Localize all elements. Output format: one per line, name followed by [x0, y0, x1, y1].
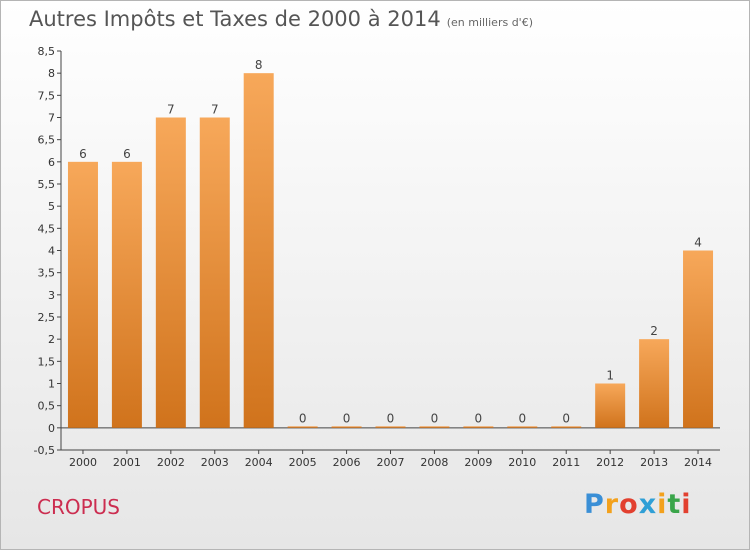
x-tick-label-2007: 2007: [377, 456, 405, 469]
y-tick-label: 2,5: [38, 311, 56, 324]
x-tick-label-2006: 2006: [333, 456, 361, 469]
x-tick-label-2001: 2001: [113, 456, 141, 469]
x-tick-label-2000: 2000: [69, 456, 97, 469]
logo-letter: t: [667, 489, 682, 520]
chart-title-text: Autres Impôts et Taxes de 2000 à 2014: [29, 7, 441, 31]
logo-letter: x: [638, 489, 658, 520]
x-tick-label-2003: 2003: [201, 456, 229, 469]
y-tick-label: 8,5: [38, 45, 56, 58]
data-label-2006: 0: [343, 411, 351, 425]
data-label-2011: 0: [562, 411, 570, 425]
bar-2013: [639, 339, 670, 428]
data-label-2007: 0: [387, 411, 395, 425]
bar-2000: [67, 161, 98, 428]
x-tick-label-2002: 2002: [157, 456, 185, 469]
chart-title: Autres Impôts et Taxes de 2000 à 2014 (en…: [29, 7, 533, 31]
x-tick-label-2011: 2011: [552, 456, 580, 469]
bar-2002: [155, 117, 186, 428]
x-tick-label-2012: 2012: [596, 456, 624, 469]
data-label-2004: 8: [255, 58, 263, 72]
y-tick-label: 2: [48, 333, 55, 346]
data-label-2014: 4: [694, 236, 702, 250]
commune-name: CROPUS: [37, 495, 120, 519]
y-tick-label: 7: [48, 112, 55, 125]
chart-unit: (en milliers d'€): [446, 16, 533, 29]
logo-letter: i: [657, 489, 668, 520]
data-label-2000: 6: [79, 147, 87, 161]
bar-2005: [287, 426, 318, 428]
x-tick-label-2014: 2014: [684, 456, 712, 469]
y-tick-label: 8: [48, 67, 55, 80]
bar-2008: [419, 426, 450, 428]
y-tick-label: 1: [48, 378, 55, 391]
y-tick-label: 1,5: [38, 355, 56, 368]
bar-2004: [243, 73, 274, 428]
y-tick-label: 7,5: [38, 89, 56, 102]
x-tick-label-2010: 2010: [508, 456, 536, 469]
bar-2009: [463, 426, 494, 428]
x-tick-label-2009: 2009: [464, 456, 492, 469]
data-label-2010: 0: [518, 411, 526, 425]
y-tick-label: 4,5: [38, 222, 56, 235]
bar-2010: [507, 426, 538, 428]
bar-2012: [595, 383, 626, 428]
bar-2001: [111, 161, 142, 428]
data-label-2009: 0: [475, 411, 483, 425]
proxiti-logo: Proxiti: [584, 489, 692, 520]
logo-letter: r: [604, 489, 620, 520]
data-label-2002: 7: [167, 103, 175, 117]
data-label-2001: 6: [123, 147, 131, 161]
x-tick-label-2013: 2013: [640, 456, 668, 469]
logo-letter: P: [584, 489, 605, 520]
logo-letter: o: [619, 489, 639, 520]
data-label-2012: 1: [606, 369, 614, 383]
logo-letter: i: [681, 489, 692, 520]
bar-2011: [551, 426, 582, 428]
bar-2006: [331, 426, 362, 428]
x-tick-label-2008: 2008: [420, 456, 448, 469]
data-label-2008: 0: [431, 411, 439, 425]
y-tick-label: 5: [48, 200, 55, 213]
x-tick-label-2004: 2004: [245, 456, 273, 469]
y-tick-label: 3,5: [38, 267, 56, 280]
x-tick-label-2005: 2005: [289, 456, 317, 469]
bar-2014: [683, 250, 714, 428]
data-label-2003: 7: [211, 103, 219, 117]
data-label-2005: 0: [299, 411, 307, 425]
y-tick-label: 3: [48, 289, 55, 302]
data-label-2013: 2: [650, 324, 658, 338]
chart-bars: 6 6 7 7 8 0 0 0 0 0 0 0 1 2 4: [67, 58, 714, 428]
bar-2007: [375, 426, 406, 428]
y-tick-label: 6,5: [38, 134, 56, 147]
bar-2003: [199, 117, 230, 428]
y-tick-label: 0: [48, 422, 55, 435]
y-tick-label: -0,5: [34, 444, 55, 457]
y-tick-label: 6: [48, 156, 55, 169]
y-tick-label: 5,5: [38, 178, 56, 191]
y-tick-label: 0,5: [38, 400, 56, 413]
y-tick-label: 4: [48, 245, 55, 258]
